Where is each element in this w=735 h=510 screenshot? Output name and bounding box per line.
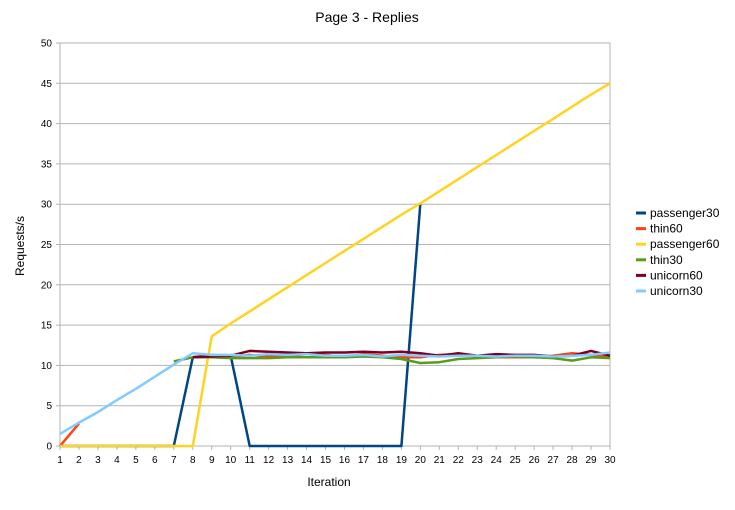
x-tick-label: 3 (95, 455, 101, 466)
legend-label: passenger60 (650, 237, 720, 251)
x-tick-label: 1 (57, 455, 63, 466)
legend-item-unicorn60: unicorn60 (636, 268, 703, 282)
x-tick-label: 23 (472, 455, 484, 466)
x-tick-label: 12 (263, 455, 275, 466)
x-tick-label: 22 (453, 455, 465, 466)
y-axis-label: Requests/s (13, 216, 27, 276)
x-tick-label: 4 (114, 455, 120, 466)
legend-label: thin60 (650, 222, 683, 236)
y-tick-label: 40 (41, 119, 53, 130)
y-tick-label: 45 (41, 79, 53, 90)
x-tick-label: 19 (396, 455, 408, 466)
x-tick-label: 8 (190, 455, 196, 466)
legend-label: unicorn60 (650, 268, 703, 282)
y-tick-label: 50 (41, 39, 53, 50)
series-line-passenger60 (60, 82, 611, 448)
series-line-thin60 (59, 422, 80, 447)
legend: passenger30thin60passenger60thin30unicor… (636, 206, 720, 298)
y-tick-label: 10 (41, 361, 53, 372)
x-tick-label: 20 (415, 455, 427, 466)
x-axis-label: Iteration (307, 475, 350, 489)
series-line-unicorn30 (59, 351, 611, 435)
x-tick-label: 5 (133, 455, 139, 466)
legend-item-passenger30: passenger30 (636, 206, 720, 220)
legend-item-thin30: thin30 (636, 253, 683, 267)
legend-label: passenger30 (650, 206, 720, 220)
x-tick-label: 25 (510, 455, 522, 466)
y-tick-label: 5 (46, 401, 52, 412)
x-tick-label: 29 (585, 455, 597, 466)
x-tick-label: 27 (548, 455, 560, 466)
legend-item-passenger60: passenger60 (636, 237, 720, 251)
x-tick-label: 30 (604, 455, 616, 466)
legend-label: unicorn30 (650, 284, 703, 298)
x-tick-label: 18 (377, 455, 389, 466)
y-tick-label: 20 (41, 280, 53, 291)
y-tick-label: 30 (41, 200, 53, 211)
x-tick-label: 14 (301, 455, 313, 466)
x-tick-label: 6 (152, 455, 158, 466)
series-lines (59, 82, 611, 448)
y-tick-label: 0 (46, 442, 52, 453)
legend-label: thin30 (650, 253, 683, 267)
legend-item-unicorn30: unicorn30 (636, 284, 703, 298)
x-tick-label: 10 (225, 455, 237, 466)
x-tick-label: 15 (320, 455, 332, 466)
y-tick-label: 25 (41, 240, 53, 251)
x-tick-label: 24 (491, 455, 503, 466)
x-tick-label: 9 (209, 455, 215, 466)
legend-item-thin60: thin60 (636, 222, 683, 236)
x-tick-label: 2 (76, 455, 82, 466)
x-tick-label: 13 (282, 455, 294, 466)
chart-title: Page 3 - Replies (315, 9, 419, 25)
y-tick-label: 15 (41, 321, 53, 332)
x-tick-label: 26 (529, 455, 541, 466)
x-tick-label: 7 (171, 455, 177, 466)
series-line-thin30 (173, 355, 611, 365)
x-tick-label: 21 (434, 455, 446, 466)
x-tick-label: 17 (358, 455, 370, 466)
x-tick-label: 28 (567, 455, 579, 466)
y-tick-label: 35 (41, 159, 53, 170)
x-tick-label: 16 (339, 455, 351, 466)
x-tick-label: 11 (244, 455, 255, 466)
